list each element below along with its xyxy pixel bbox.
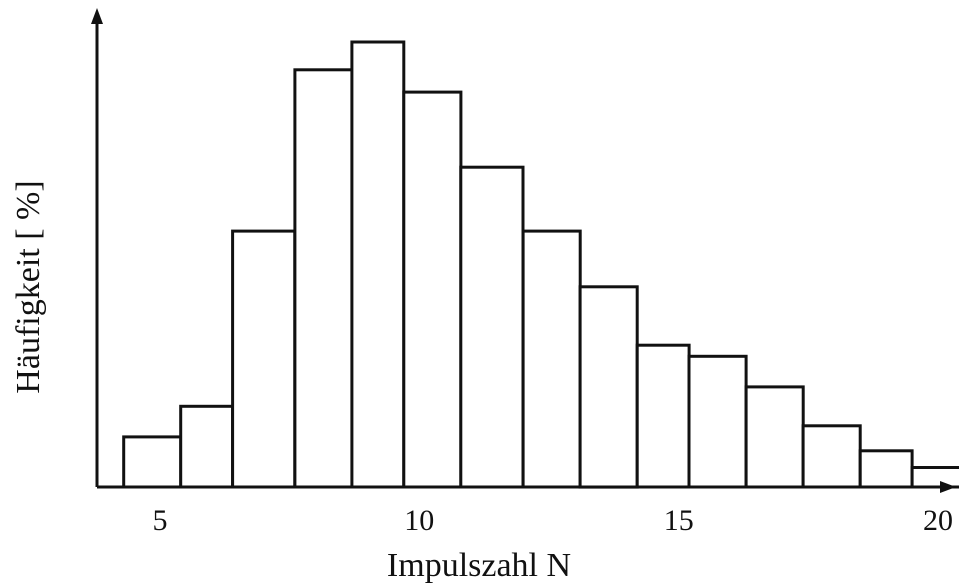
x-tick-label: 20 bbox=[923, 504, 953, 537]
y-axis-label: Häufigkeit [ %] bbox=[10, 180, 47, 393]
histogram-bar-4 bbox=[293, 68, 354, 489]
x-tick-label: 15 bbox=[664, 504, 694, 537]
histogram-bar-14 bbox=[858, 449, 914, 489]
x-tick-labels: 5 10 15 20 bbox=[153, 504, 954, 537]
x-tick-label: 5 bbox=[153, 504, 168, 537]
histogram-bar-15 bbox=[910, 466, 959, 489]
x-tick-label: 10 bbox=[404, 504, 434, 537]
histogram-bar-5 bbox=[350, 40, 406, 489]
histogram-bar-13 bbox=[801, 424, 862, 489]
histogram-bar-2 bbox=[179, 404, 235, 489]
y-axis-arrow bbox=[91, 8, 103, 24]
histogram-bar-7 bbox=[459, 165, 525, 489]
histogram-bar-9 bbox=[578, 285, 639, 489]
histogram-bar-11 bbox=[687, 354, 748, 489]
histogram-bar-6 bbox=[402, 90, 463, 489]
histogram-bar-8 bbox=[521, 229, 582, 489]
bars-layer bbox=[122, 40, 959, 489]
x-axis-label: Impulszahl N bbox=[387, 547, 571, 584]
x-axis-arrow bbox=[940, 481, 956, 493]
histogram-bar-12 bbox=[744, 385, 805, 489]
histogram-bar-10 bbox=[635, 343, 691, 489]
histogram-bar-3 bbox=[231, 229, 297, 489]
histogram-bar-1 bbox=[122, 435, 183, 489]
